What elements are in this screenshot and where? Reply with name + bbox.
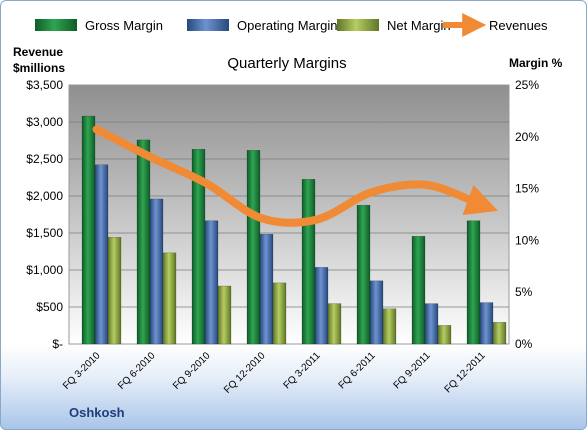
operating-margin-bar xyxy=(369,280,384,345)
right-axis-ticks: 25% 20% 15% 10% 5% 0% xyxy=(515,78,539,351)
gross-margin-bar xyxy=(81,115,96,345)
x-tick-label: FQ 9-2010 xyxy=(171,350,213,392)
net-margin-bar xyxy=(162,252,177,345)
left-axis-title-line2: $millions xyxy=(13,61,65,75)
revenue-line-group xyxy=(92,125,499,227)
net-margin-bar xyxy=(437,325,452,345)
legend-label-gross-margin: Gross Margin xyxy=(85,18,163,33)
plot-area xyxy=(68,84,510,345)
operating-margin-bar xyxy=(479,302,494,345)
company-name: Oshkosh xyxy=(69,405,125,420)
left-axis-title-line1: Revenue xyxy=(13,45,63,59)
operating-margin-bar xyxy=(94,164,109,345)
legend-label-operating-margin: Operating Margin xyxy=(237,18,337,33)
net-margin-bar xyxy=(327,303,342,345)
net-margin-bar xyxy=(217,285,232,345)
x-tick-label: FQ 6-2010 xyxy=(116,350,158,392)
right-tick-label: 10% xyxy=(515,233,539,247)
gross-margin-bar xyxy=(466,220,481,345)
left-tick-label: $500 xyxy=(36,300,63,314)
legend-label-revenues: Revenues xyxy=(489,18,548,33)
left-tick-label: $3,500 xyxy=(26,78,63,92)
x-tick-label: FQ 6-2011 xyxy=(337,350,378,391)
operating-margin-bar xyxy=(314,267,329,345)
net-margin-bar xyxy=(382,308,397,345)
x-axis-ticks: FQ 3-2010 FQ 6-2010 FQ 9-2010 FQ 12-2010 FQ … xyxy=(61,350,488,396)
net-margin-bar xyxy=(492,321,507,345)
operating-margin-bar xyxy=(149,198,164,345)
bars xyxy=(81,115,507,345)
left-tick-label: $1,500 xyxy=(26,226,63,240)
x-tick-label: FQ 9-2011 xyxy=(392,350,433,391)
chart-title: Quarterly Margins xyxy=(227,55,346,72)
right-axis-title: Margin % xyxy=(509,56,563,70)
net-margin-bar xyxy=(272,282,287,345)
left-tick-label: $1,000 xyxy=(26,263,63,277)
net-margin-bar xyxy=(107,237,122,345)
x-tick-label: FQ 3-2011 xyxy=(282,350,323,391)
right-tick-label: 15% xyxy=(515,182,539,196)
operating-margin-bar xyxy=(424,303,439,345)
right-tick-label: 25% xyxy=(515,78,539,92)
left-tick-label: $2,000 xyxy=(26,189,63,203)
legend-swatch-gross-margin xyxy=(35,19,77,31)
right-tick-label: 20% xyxy=(515,130,539,144)
left-axis-ticks: $3,500 $3,000 $2,500 $2,000 $1,500 $1,000 $500… xyxy=(26,78,63,351)
revenue-line xyxy=(92,125,499,227)
x-tick-label: FQ 12-2011 xyxy=(443,350,488,395)
gross-margin-bar xyxy=(356,204,371,345)
x-tick-label: FQ 12-2010 xyxy=(222,350,268,396)
x-tick-label: FQ 3-2010 xyxy=(61,350,103,392)
left-tick-label: $3,000 xyxy=(26,115,63,129)
gross-margin-bar xyxy=(136,139,151,345)
right-tick-label: 5% xyxy=(515,285,533,299)
operating-margin-bar xyxy=(204,220,219,345)
legend-label-net-margin: Net Margin xyxy=(387,18,451,33)
right-tick-label: 0% xyxy=(515,337,533,351)
gross-margin-bar xyxy=(301,179,316,345)
gross-margin-bar xyxy=(411,236,426,345)
operating-margin-bar xyxy=(259,233,274,345)
legend: Gross Margin Operating Margin Net Margin… xyxy=(35,13,548,37)
gross-margin-bar xyxy=(246,150,261,345)
left-tick-label: $- xyxy=(52,337,63,351)
left-tick-label: $2,500 xyxy=(26,152,63,166)
legend-swatch-operating-margin xyxy=(187,19,229,31)
legend-swatch-net-margin xyxy=(337,19,379,31)
